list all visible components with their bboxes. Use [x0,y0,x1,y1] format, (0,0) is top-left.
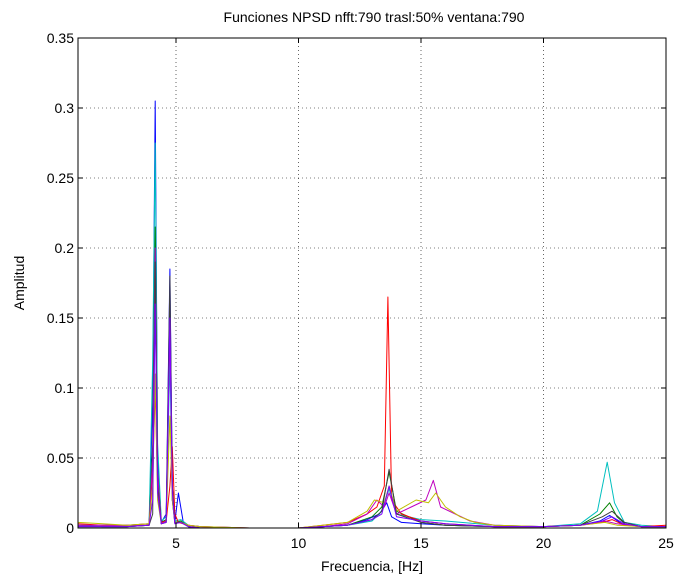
y-tick-label: 0.05 [47,450,74,466]
x-tick-label: 25 [658,535,674,551]
chart-title: Funciones NPSD nfft:790 trasl:50% ventan… [224,9,525,25]
y-tick-label: 0.25 [47,170,74,186]
y-tick-label: 0.2 [55,240,75,256]
series-line-6 [77,373,666,529]
x-tick-label: 5 [172,535,180,551]
y-tick-label: 0.35 [47,30,74,46]
y-tick-label: 0.3 [55,100,75,116]
x-tick-label: 20 [536,535,552,551]
y-tick-label: 0 [66,520,74,536]
y-tick-label: 0.15 [47,310,74,326]
x-axis-label: Frecuencia, [Hz] [321,558,423,574]
y-axis-label: Amplitud [11,256,27,310]
x-tick-label: 15 [413,535,429,551]
x-tick-label: 10 [291,535,307,551]
y-tick-label: 0.1 [55,380,75,396]
axis-ticks: 5 10 15 20 25 0 0.05 0.1 0.15 0.2 0.25 0.3 0.35 [47,30,674,551]
plot-frame [77,37,667,529]
grid-lines [78,38,666,528]
